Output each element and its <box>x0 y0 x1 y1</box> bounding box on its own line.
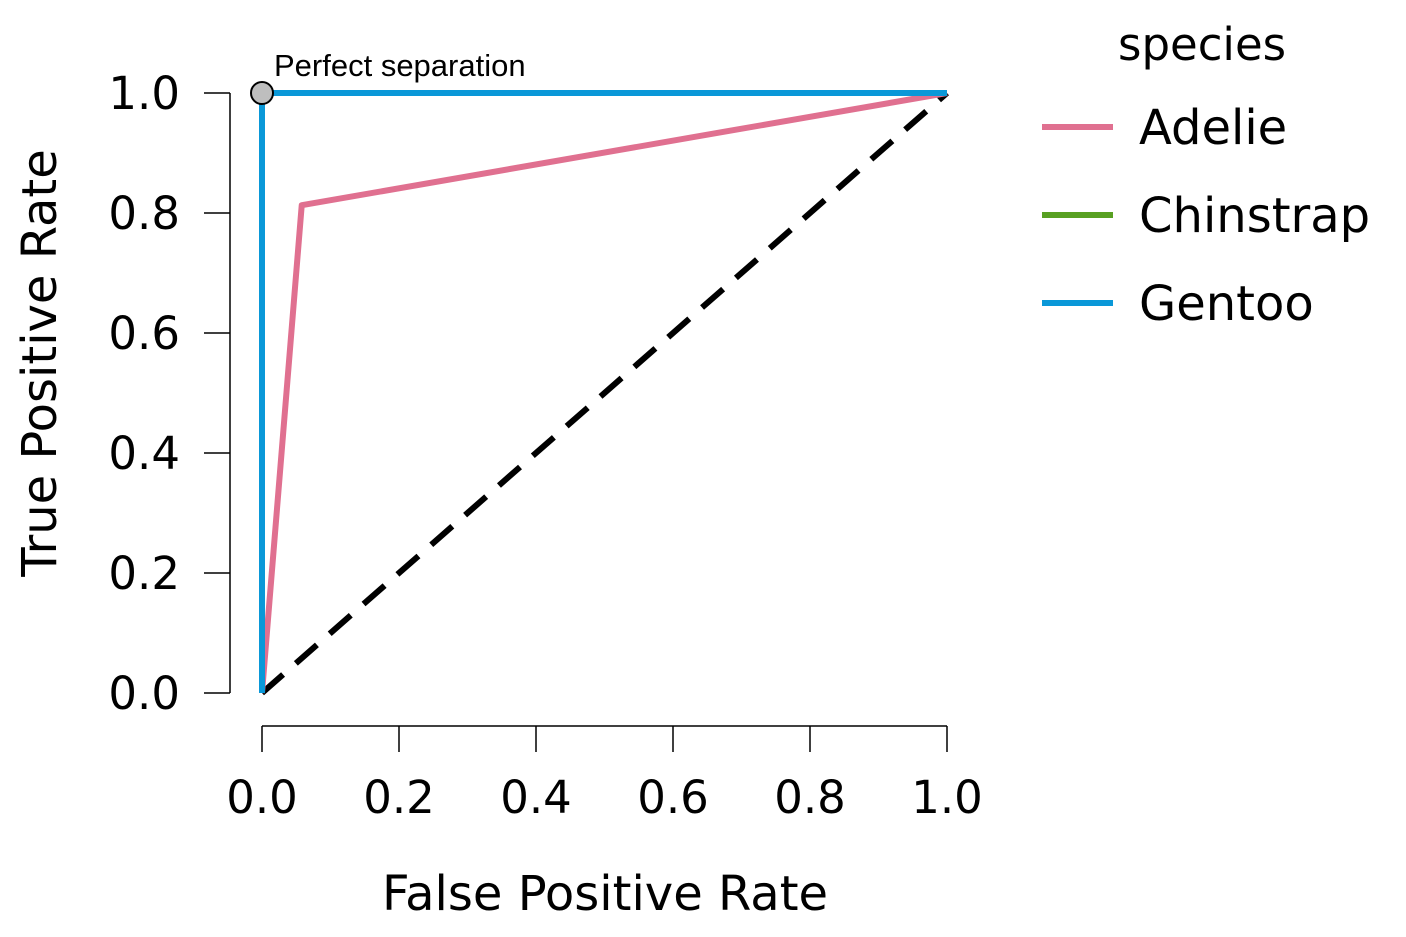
y-tick-label: 1.0 <box>108 67 180 120</box>
y-tick-label: 0.0 <box>108 667 180 720</box>
perfect-separation-marker <box>250 81 274 105</box>
plot-area: Perfect separation <box>250 48 949 696</box>
annotation-label: Perfect separation <box>274 48 526 83</box>
y-tick-label: 0.4 <box>108 427 180 480</box>
y-axis-title: True Positive Rate <box>12 149 68 578</box>
y-tick-label: 0.6 <box>108 307 180 360</box>
reference-diagonal-line <box>260 90 949 696</box>
x-tick-label: 0.8 <box>774 771 846 824</box>
x-tick-label: 0.4 <box>500 771 572 824</box>
legend-label-adelie: Adelie <box>1139 100 1287 156</box>
x-axis-title: False Positive Rate <box>382 866 828 922</box>
legend: species Adelie Chinstrap Gentoo <box>1042 18 1370 332</box>
x-tick-label: 1.0 <box>911 771 983 824</box>
legend-label-chinstrap: Chinstrap <box>1139 188 1370 244</box>
x-tick-label: 0.6 <box>637 771 709 824</box>
legend-label-gentoo: Gentoo <box>1139 276 1314 332</box>
y-tick-label: 0.2 <box>108 547 180 600</box>
roc-line-adelie <box>259 90 948 694</box>
y-tick-label: 0.8 <box>108 187 180 240</box>
axes: 0.0 0.2 0.4 0.6 0.8 1.0 0.0 0.2 0.4 0.6 0.8 1.0 Fals… <box>12 67 983 922</box>
x-tick-label: 0.2 <box>363 771 435 824</box>
x-tick-label: 0.0 <box>226 771 298 824</box>
legend-title: species <box>1118 18 1286 71</box>
